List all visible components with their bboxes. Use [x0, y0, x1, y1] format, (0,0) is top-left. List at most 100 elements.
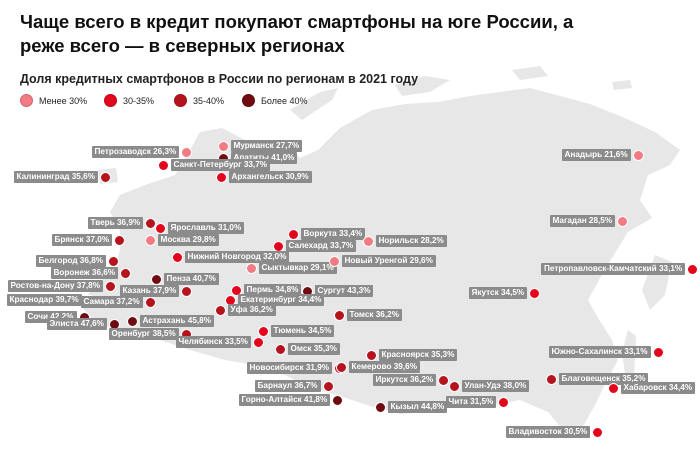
city-label: Чита 31,5%: [445, 396, 497, 408]
legend-item-35-40: 35-40%: [174, 94, 224, 107]
city-label: Екатеринбург 34,4%: [237, 294, 325, 306]
city-dot: [335, 361, 347, 373]
legend-label: Менее 30%: [39, 95, 88, 106]
city-dot: [333, 309, 345, 321]
city-marker: Южно-Сахалинск 33,1%: [548, 346, 664, 358]
city-dot: [272, 240, 284, 252]
city-marker: Брянск 37,0%: [51, 234, 126, 246]
city-marker: Самара 37,2%: [80, 296, 156, 308]
city-marker: Новосибирск 31,9%: [246, 362, 346, 374]
city-marker: Архангельск 30,9%: [215, 171, 312, 183]
city-dot: [632, 149, 644, 161]
novaya-zemlya-shape: [290, 88, 338, 120]
city-marker: Воронеж 36,6%: [50, 267, 132, 279]
city-marker: Горно-Алтайск 41,8%: [238, 394, 344, 406]
legend-label: Более 40%: [261, 95, 308, 106]
city-marker: Сыктывкар 29,1%: [245, 262, 337, 274]
city-marker: Астрахань 45,8%: [126, 315, 214, 327]
city-marker: Сургут 43,3%: [301, 285, 374, 297]
city-label: Барнаул 36,7%: [254, 380, 321, 392]
city-label: Тюмень 34,5%: [270, 325, 335, 337]
city-marker: Анадырь 21,6%: [561, 149, 644, 161]
city-dot: [144, 234, 156, 246]
city-label: Улан-Удэ 38,0%: [461, 380, 530, 392]
city-dot: [145, 217, 157, 229]
legend-swatch: [20, 94, 33, 107]
city-marker: Оренбург 38,5%: [108, 328, 192, 340]
city-dot: [529, 287, 541, 299]
city-dot: [252, 336, 264, 348]
city-label: Калининград 35,6%: [13, 171, 98, 183]
city-dot: [652, 346, 664, 358]
city-label: Южно-Сахалинск 33,1%: [548, 346, 651, 358]
city-label: Челябинск 33,5%: [175, 336, 251, 348]
city-dot: [230, 284, 242, 296]
city-label: Томск 36,2%: [346, 309, 402, 321]
city-marker: Новый Уренгой 29,6%: [328, 255, 436, 267]
city-dot: [448, 380, 460, 392]
city-marker: Ярославль 31,0%: [154, 222, 245, 234]
city-dot: [120, 267, 132, 279]
city-marker: Омск 35,3%: [274, 343, 340, 355]
city-dot: [332, 394, 344, 406]
taymyr-islands-shape: [395, 76, 450, 96]
city-marker: Норильск 28,2%: [362, 235, 447, 247]
city-marker: Воркута 33,4%: [287, 228, 366, 240]
city-dot: [365, 349, 377, 361]
legend-item-under-30: Менее 30%: [20, 94, 87, 107]
city-label: Оренбург 38,5%: [108, 328, 179, 340]
city-dot: [99, 171, 111, 183]
city-label: Новый Уренгой 29,6%: [341, 255, 436, 267]
city-marker: Владивосток 30,5%: [505, 426, 604, 438]
city-dot: [328, 255, 340, 267]
city-marker: Хабаровск 34,4%: [607, 382, 696, 394]
city-label: Владивосток 30,5%: [505, 426, 591, 438]
wrangel-island-shape: [612, 80, 632, 90]
city-label: Пенза 40,7%: [163, 273, 219, 285]
city-marker: Калининград 35,6%: [13, 171, 111, 183]
city-dot: [214, 304, 226, 316]
city-label: Казань 37,9%: [119, 285, 180, 297]
city-marker: Иркутск 36,2%: [372, 374, 450, 386]
city-label: Брянск 37,0%: [51, 234, 113, 246]
city-label: Омск 35,3%: [287, 343, 340, 355]
city-label: Хабаровск 34,4%: [620, 382, 696, 394]
city-label: Воркута 33,4%: [300, 228, 366, 240]
city-marker: Якутск 34,5%: [468, 287, 541, 299]
city-marker: Уфа 36,2%: [214, 304, 276, 316]
city-dot: [157, 159, 169, 171]
city-label: Красноярск 35,3%: [378, 349, 458, 361]
city-marker: Барнаул 36,7%: [254, 380, 334, 392]
city-label: Белгород 36,8%: [35, 255, 107, 267]
legend-swatch: [242, 94, 255, 107]
city-label: Архангельск 30,9%: [228, 171, 312, 183]
city-label: Новосибирск 31,9%: [246, 362, 333, 374]
city-label: Магадан 28,5%: [549, 215, 616, 227]
city-dot: [126, 315, 138, 327]
city-label: Москва 29,8%: [157, 234, 219, 246]
city-dot: [545, 373, 557, 385]
city-label: Петропавловск-Камчатский 33,1%: [541, 263, 686, 275]
city-marker: Салехард 33,7%: [272, 240, 357, 252]
legend-swatch: [174, 94, 187, 107]
city-label: Астрахань 45,8%: [139, 315, 214, 327]
city-label: Тверь 36,9%: [87, 217, 144, 229]
city-marker: Мурманск 27,7%: [217, 140, 303, 152]
city-marker: Нижний Новгород 32,0%: [171, 251, 290, 263]
city-marker: Екатеринбург 34,4%: [224, 294, 325, 306]
city-label: Горно-Алтайск 41,8%: [238, 394, 331, 406]
city-label: Нижний Новгород 32,0%: [184, 251, 290, 263]
city-label: Кемерово 39,6%: [348, 361, 420, 373]
city-label: Элиста 47,6%: [46, 318, 107, 330]
city-marker: Казань 37,9%: [119, 285, 193, 297]
city-dot: [687, 263, 699, 275]
city-marker: Кемерово 39,6%: [335, 361, 420, 373]
city-label: Сыктывкар 29,1%: [258, 262, 337, 274]
city-dot: [374, 401, 386, 413]
city-dot: [150, 273, 162, 285]
city-marker: Петропавловск-Камчатский 33,1%: [541, 263, 699, 275]
city-dot: [362, 235, 374, 247]
city-marker: Улан-Удэ 38,0%: [448, 380, 530, 392]
city-marker: Красноярск 35,3%: [365, 349, 458, 361]
map-subtitle: Доля кредитных смартфонов в России по ре…: [20, 72, 419, 86]
